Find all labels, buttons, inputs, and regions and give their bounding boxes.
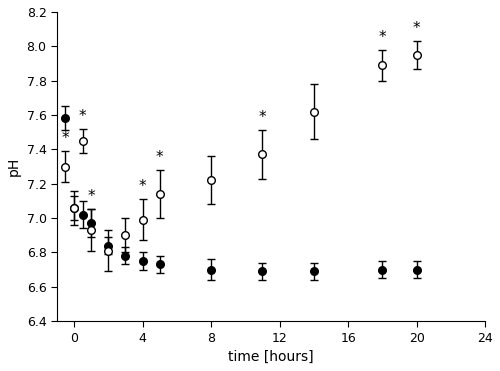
Text: *: * <box>156 150 164 165</box>
Text: *: * <box>88 189 95 204</box>
Y-axis label: pH: pH <box>7 157 21 176</box>
Text: *: * <box>79 109 86 124</box>
Text: *: * <box>139 179 146 194</box>
Text: *: * <box>258 110 266 125</box>
Text: *: * <box>413 21 420 36</box>
X-axis label: time [hours]: time [hours] <box>228 350 314 364</box>
Text: *: * <box>62 131 70 146</box>
Text: *: * <box>378 30 386 45</box>
